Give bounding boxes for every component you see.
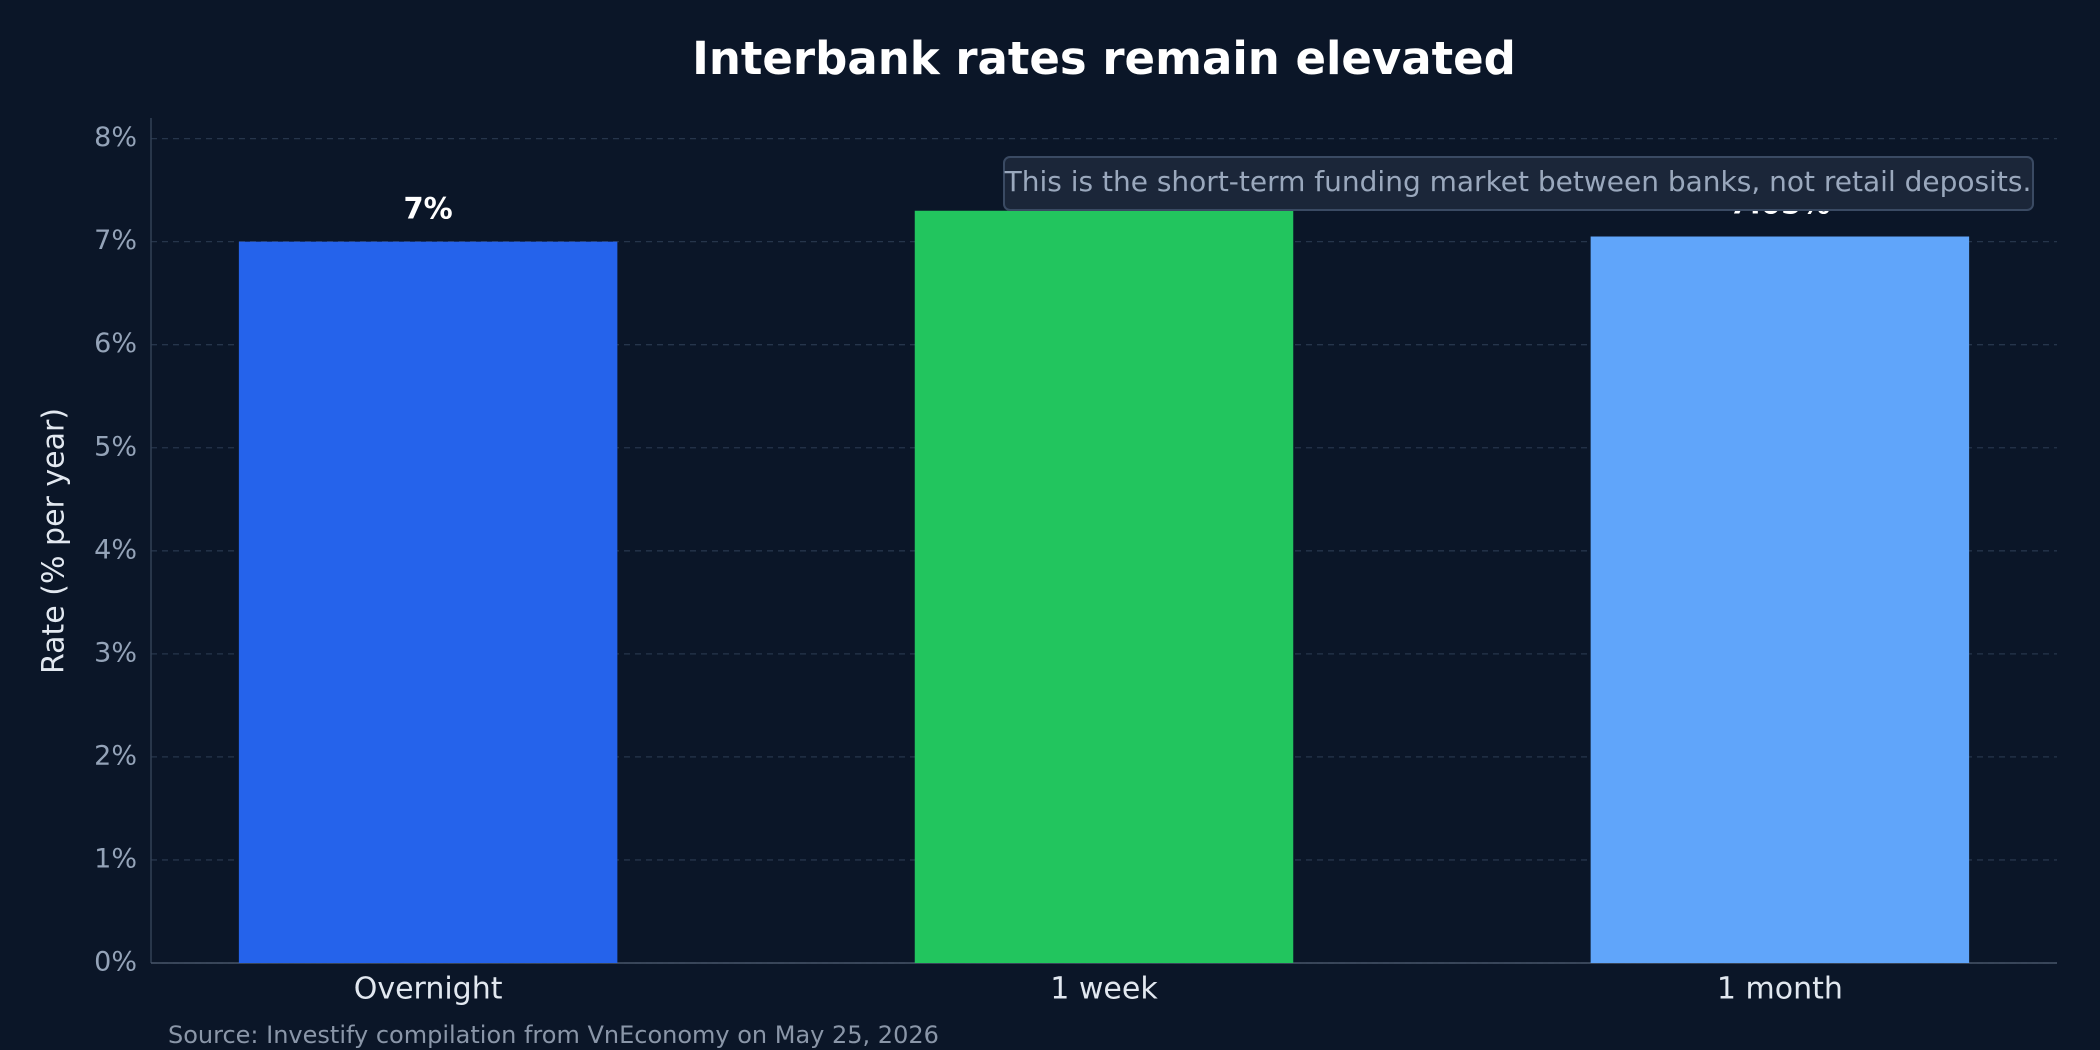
y-tick-label: 8% [94,122,137,153]
annotation-box [1003,156,2034,211]
y-tick-label: 5% [94,431,137,462]
bar [238,241,618,963]
x-tick-label: 1 month [1717,972,1843,1007]
source-note: Source: Investify compilation from VnEco… [168,1021,939,1049]
y-tick-label: 7% [94,225,137,256]
x-tick-label: 1 week [1050,972,1158,1007]
y-tick-label: 1% [94,843,137,874]
value-label: 7% [403,192,452,226]
y-tick-label: 3% [94,637,137,668]
y-axis-label: Rate (% per year) [37,408,72,674]
y-tick-label: 6% [94,328,137,359]
y-tick-label: 4% [94,534,137,565]
annotation: This is the short-term funding market be… [1004,165,2032,198]
y-tick-label: 0% [94,947,137,978]
chart-title: Interbank rates remain elevated [692,32,1516,85]
bar [1590,236,1970,963]
y-tick-label: 2% [94,740,137,771]
x-tick-label: Overnight [354,972,503,1007]
bar [914,210,1294,963]
